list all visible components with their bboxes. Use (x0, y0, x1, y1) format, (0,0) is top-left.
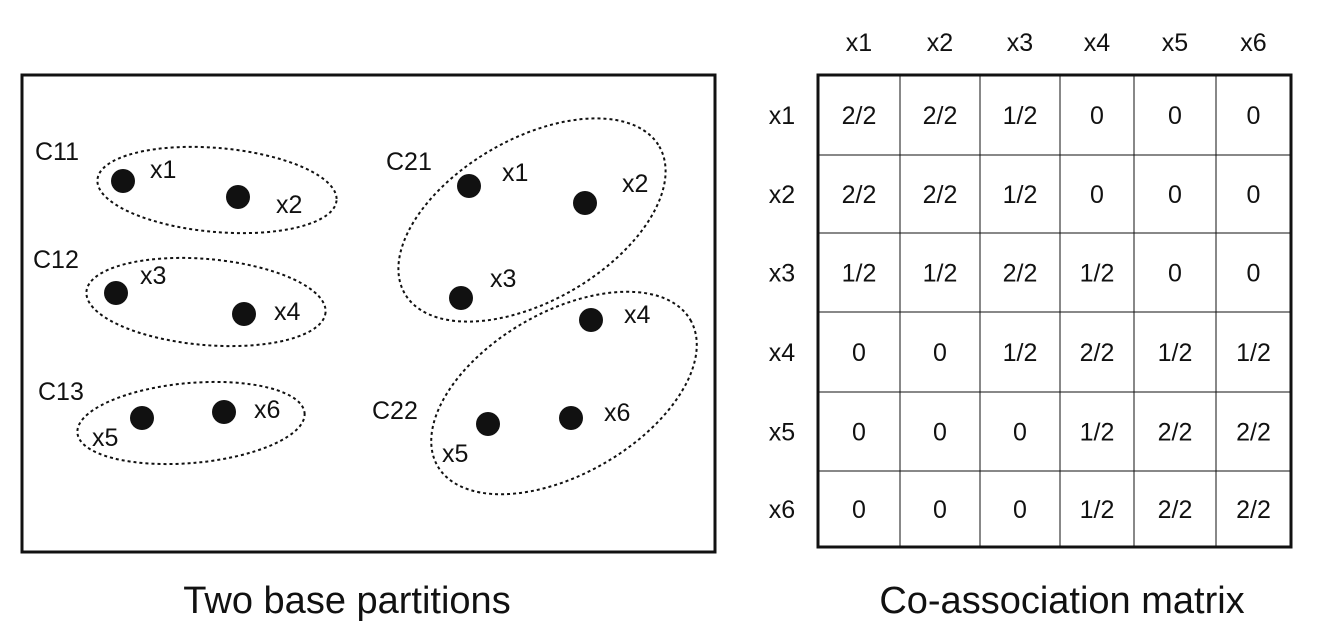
point-x6-label: x6 (604, 399, 630, 427)
matrix-cell: 1/2 (842, 260, 877, 288)
point-x5-dot (130, 406, 154, 430)
partitions-frame (20, 73, 717, 554)
matrix-grid (816, 73, 1293, 549)
matrix-cell: 0 (1168, 102, 1182, 130)
matrix-row-header: x4 (769, 339, 796, 367)
matrix-cell: 2/2 (1158, 419, 1193, 447)
matrix-cells: 2/2 2/2 1/2 0 0 0 2/2 2/2 1/2 0 0 0 1/2 1/2 2/2 1/2 0 0 0 0… (842, 102, 1271, 524)
matrix-column-header: x1 (846, 29, 872, 57)
matrix-cell: 2/2 (1236, 496, 1271, 524)
matrix-cell: 1/2 (1080, 496, 1115, 524)
point-x5-label: x5 (92, 424, 118, 452)
matrix-caption: Co-association matrix (879, 580, 1244, 622)
cluster-c13-boundary (76, 380, 306, 466)
point-x1-dot (111, 169, 135, 193)
matrix-row-header: x6 (769, 496, 795, 524)
matrix-cell: 0 (852, 496, 866, 524)
matrix-column-header: x3 (1007, 29, 1033, 57)
cluster-c13-label: C13 (38, 378, 84, 406)
cluster-c21: C21 x1 x2 x3 (386, 117, 667, 323)
point-x6-dot (212, 400, 236, 424)
matrix-column-header: x5 (1162, 29, 1188, 57)
point-x5-label: x5 (442, 440, 468, 468)
matrix-cell: 0 (1090, 102, 1104, 130)
point-x3-dot (104, 281, 128, 305)
cluster-c11-label: C11 (35, 138, 79, 166)
matrix-column-header: x2 (927, 29, 953, 57)
point-x4-label: x4 (274, 298, 301, 326)
point-x3-label: x3 (490, 265, 516, 293)
point-x2-dot (573, 191, 597, 215)
matrix-cell: 0 (1247, 181, 1261, 209)
cluster-c21-boundary (397, 117, 667, 323)
matrix-row-header: x3 (769, 260, 795, 288)
cluster-c12-boundary (85, 256, 327, 348)
point-x6-dot (559, 406, 583, 430)
matrix-column-header: x6 (1240, 29, 1266, 57)
matrix-cell: 0 (933, 419, 947, 447)
point-x4-dot (579, 308, 603, 332)
matrix-cell: 0 (852, 419, 866, 447)
base-partitions-panel: C11 x1 x2 C12 x3 x4 C13 x5 x6 C21 (20, 73, 717, 622)
point-x2-label: x2 (276, 191, 302, 219)
cluster-c12: C12 x3 x4 (33, 246, 327, 348)
matrix-cell: 1/2 (1236, 339, 1271, 367)
matrix-cell: 2/2 (842, 102, 877, 130)
matrix-frame (816, 73, 1293, 549)
matrix-cell: 0 (933, 339, 947, 367)
point-x6-label: x6 (254, 396, 280, 424)
matrix-row-header: x1 (769, 102, 795, 130)
cluster-c22-boundary (430, 290, 698, 496)
cluster-c13: C13 x5 x6 (38, 378, 306, 466)
matrix-cell: 2/2 (923, 181, 958, 209)
matrix-row-header: x2 (769, 181, 795, 209)
matrix-cell: 2/2 (1158, 496, 1193, 524)
point-x1-label: x1 (150, 156, 176, 184)
matrix-column-headers: x1 x2 x3 x4 x5 x6 (846, 29, 1267, 57)
cluster-c22: C22 x4 x5 x6 (372, 290, 698, 496)
matrix-row-headers: x1 x2 x3 x4 x5 x6 (769, 102, 796, 524)
matrix-cell: 2/2 (1236, 419, 1271, 447)
matrix-cell: 0 (1090, 181, 1104, 209)
matrix-cell: 1/2 (1003, 339, 1038, 367)
point-x1-label: x1 (502, 159, 528, 187)
point-x1-dot (457, 174, 481, 198)
matrix-cell: 2/2 (1003, 260, 1038, 288)
point-x4-dot (232, 302, 256, 326)
cluster-c22-label: C22 (372, 397, 418, 425)
point-x3-dot (449, 286, 473, 310)
point-x2-label: x2 (622, 170, 648, 198)
point-x5-dot (476, 412, 500, 436)
matrix-cell: 0 (1168, 181, 1182, 209)
cluster-c21-label: C21 (386, 148, 432, 176)
cluster-c12-label: C12 (33, 246, 79, 274)
point-x3-label: x3 (140, 262, 166, 290)
matrix-cell: 0 (1013, 496, 1027, 524)
matrix-row-header: x5 (769, 419, 795, 447)
matrix-cell: 0 (852, 339, 866, 367)
matrix-cell: 1/2 (1080, 260, 1115, 288)
matrix-column-header: x4 (1084, 29, 1111, 57)
matrix-cell: 1/2 (1003, 181, 1038, 209)
cluster-c11: C11 x1 x2 (35, 138, 338, 235)
matrix-cell: 2/2 (923, 102, 958, 130)
matrix-cell: 0 (1247, 260, 1261, 288)
matrix-cell: 0 (1247, 102, 1261, 130)
matrix-cell: 1/2 (923, 260, 958, 288)
matrix-cell: 1/2 (1158, 339, 1193, 367)
partitions-caption: Two base partitions (183, 580, 510, 622)
matrix-cell: 0 (1013, 419, 1027, 447)
point-x4-label: x4 (624, 301, 651, 329)
matrix-cell: 2/2 (1080, 339, 1115, 367)
matrix-cell: 1/2 (1003, 102, 1038, 130)
matrix-cell: 2/2 (842, 181, 877, 209)
matrix-cell: 0 (1168, 260, 1182, 288)
cluster-c11-boundary (96, 145, 338, 235)
point-x2-dot (226, 185, 250, 209)
matrix-cell: 0 (933, 496, 947, 524)
matrix-cell: 1/2 (1080, 419, 1115, 447)
